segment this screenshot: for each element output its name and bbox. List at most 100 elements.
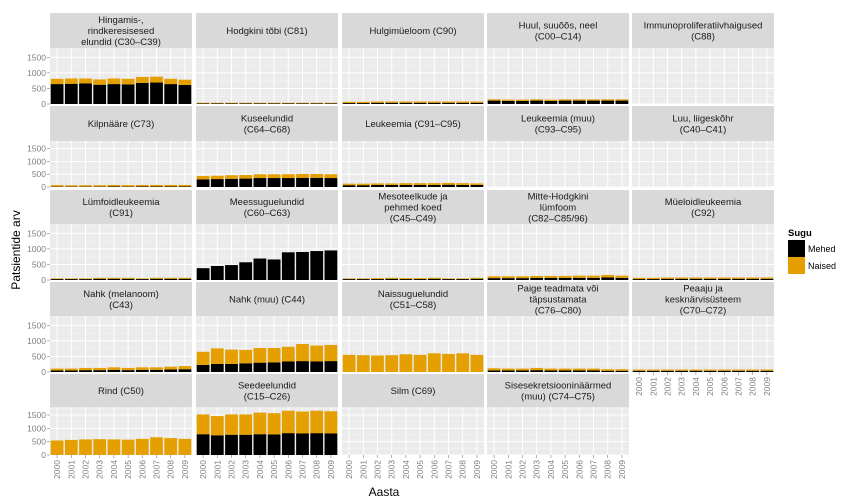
bar-mehed <box>732 278 745 280</box>
bar-mehed <box>587 277 600 280</box>
facet-panel: Silm (C69) 2000 2001 2002 2003 2004 2005 2006 20… <box>342 374 484 479</box>
bar-naised <box>558 275 572 278</box>
bar-naised <box>544 99 558 101</box>
bar-naised <box>516 368 529 371</box>
facet-panel: Hulgimüeloom (C90) <box>342 13 484 105</box>
bar-naised <box>487 368 501 371</box>
bar-naised <box>516 276 529 279</box>
x-tick-label: 2002 <box>663 377 673 396</box>
bar-mehed <box>356 103 370 104</box>
bar-mehed <box>50 370 64 372</box>
x-tick-label: 2003 <box>387 460 397 479</box>
bar-naised <box>413 183 427 185</box>
facet-strip-title: Naissuguelundid (C51–C58) <box>378 289 448 311</box>
facet-strip-title: Hodgkini tõbi (C81) <box>226 26 307 37</box>
x-tick-label: 2001 <box>503 460 513 479</box>
bar-naised <box>324 344 338 362</box>
bar-naised <box>356 183 370 186</box>
bar-mehed <box>310 103 324 104</box>
facet-strip <box>196 190 338 224</box>
x-tick-label: 2003 <box>95 460 105 479</box>
bar-naised <box>442 182 455 185</box>
bar-naised <box>760 369 774 371</box>
bar-mehed <box>79 279 92 280</box>
bar-mehed <box>501 278 515 280</box>
bar-mehed <box>107 186 121 187</box>
bar-naised <box>267 348 281 363</box>
bar-naised <box>281 102 295 104</box>
facet-strip <box>632 106 774 141</box>
bar-mehed <box>135 186 149 187</box>
bar-naised <box>342 183 356 186</box>
bar-mehed <box>253 362 267 372</box>
bar-naised <box>121 78 135 85</box>
facet-panel: Kuseelundid (C64–C68) <box>196 106 338 188</box>
bar-mehed <box>93 370 107 372</box>
facet-strip <box>632 282 774 316</box>
bar-mehed <box>310 361 324 372</box>
bar-naised <box>296 344 309 362</box>
facet-strip <box>50 282 192 316</box>
bar-naised <box>79 278 92 280</box>
bar-naised <box>196 414 210 435</box>
facet-strip <box>196 106 338 141</box>
x-tick-label: 2000 <box>489 460 499 479</box>
bar-mehed <box>487 370 501 372</box>
bar-naised <box>760 277 774 279</box>
bar-mehed <box>267 434 281 455</box>
bar-naised <box>210 348 224 364</box>
facet-strip-title: Paige teadmata või täpsustamata (C76–C80) <box>517 284 598 317</box>
bar-naised <box>661 277 674 279</box>
bar-mehed <box>164 84 178 104</box>
bar-mehed <box>661 370 674 372</box>
facet-strip-title: Kuseelundid (C64–C68) <box>241 114 293 136</box>
bar-mehed <box>689 370 703 372</box>
y-tick-label: 500 <box>32 437 46 447</box>
bar-naised <box>385 101 399 103</box>
bar-naised <box>210 102 224 104</box>
bar-mehed <box>470 278 484 280</box>
bar-mehed <box>675 278 689 280</box>
bar-naised <box>413 101 427 103</box>
facet-strip <box>487 106 629 141</box>
bar-mehed <box>253 434 267 455</box>
bar-naised <box>150 277 163 279</box>
x-tick-label: 2004 <box>401 460 411 479</box>
bar-mehed <box>646 370 660 372</box>
bar-mehed <box>267 259 281 280</box>
bar-naised <box>107 367 121 370</box>
facet-strip-title: Rind (C50) <box>98 386 144 397</box>
bar-naised <box>239 174 253 179</box>
bar-naised <box>717 277 731 279</box>
bar-mehed <box>196 103 210 104</box>
y-tick-label: 1500 <box>27 52 46 62</box>
facet-panel: Leukeemia (muu) (C93–C95) <box>487 106 629 188</box>
bar-naised <box>558 99 572 101</box>
bar-naised <box>79 367 92 371</box>
bar-mehed <box>267 103 281 104</box>
bar-naised <box>717 369 731 371</box>
x-tick-label: 2006 <box>429 460 439 479</box>
bar-mehed <box>558 277 572 280</box>
y-tick-label: 1000 <box>27 244 46 254</box>
bar-mehed <box>324 103 338 104</box>
bar-mehed <box>121 278 135 280</box>
facet-panel: Naissuguelundid (C51–C58) <box>342 282 484 373</box>
bar-naised <box>399 354 413 372</box>
bar-mehed <box>50 84 64 104</box>
bar-naised <box>324 174 338 179</box>
bar-mehed <box>601 277 615 280</box>
y-axis-title: Patsientide arv <box>9 210 23 289</box>
bar-mehed <box>281 361 295 372</box>
bar-mehed <box>371 184 384 187</box>
bar-mehed <box>225 103 238 104</box>
bar-mehed <box>93 278 107 280</box>
bar-mehed <box>572 370 586 372</box>
facet-panel: Sisesekretsiooninäärmed (muu) (C74–C75) 20… <box>487 374 629 479</box>
bar-naised <box>470 183 484 185</box>
facet-strip <box>342 282 484 316</box>
bar-mehed <box>210 179 224 187</box>
bar-mehed <box>399 279 413 280</box>
bar-naised <box>150 76 163 83</box>
